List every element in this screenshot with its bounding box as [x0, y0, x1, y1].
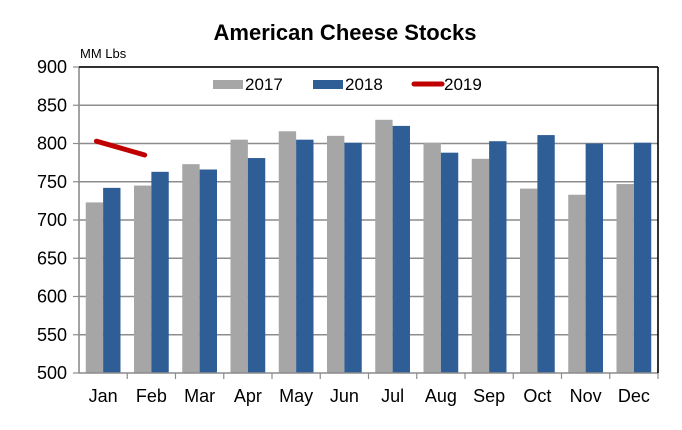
bar-2018-aug — [440, 152, 459, 373]
bar-2018-dec — [633, 142, 652, 373]
bar-2018-jan — [103, 187, 121, 373]
bar-2018-oct — [537, 135, 555, 373]
bar-2017-nov — [568, 194, 586, 373]
x-tick-label: Apr — [234, 386, 262, 406]
x-tick-label: May — [279, 386, 313, 406]
bar-2018-may — [296, 139, 314, 373]
y-tick-label: 900 — [37, 57, 67, 77]
x-tick-label: Mar — [184, 386, 215, 406]
x-tick-label: Jun — [330, 386, 359, 406]
bar-2017-dec — [616, 184, 634, 373]
bar-2018-jun — [344, 142, 362, 373]
y-tick-label: 800 — [37, 134, 67, 154]
x-tick-label: Sep — [473, 386, 505, 406]
y-tick-label: 850 — [37, 95, 67, 115]
y-tick-labels: 500 550 600 650 700 750 800 850 900 — [37, 57, 67, 383]
bar-2018-mar — [199, 169, 217, 373]
y-axis-label: MM Lbs — [80, 46, 127, 61]
legend-label-2019: 2019 — [444, 75, 482, 94]
legend: 2017 2018 2019 — [213, 75, 482, 94]
line-series — [93, 138, 148, 158]
x-tick-label: Oct — [523, 386, 551, 406]
bar-2017-may — [278, 131, 297, 373]
bar-2017-aug — [423, 142, 441, 373]
bar-2017-jun — [327, 135, 345, 373]
legend-swatch-2017 — [213, 80, 243, 89]
bar-2017-mar — [182, 164, 200, 373]
y-tick-label: 650 — [37, 248, 67, 268]
legend-label-2017: 2017 — [245, 75, 283, 94]
x-tick-label: Nov — [570, 386, 602, 406]
bar-2017-oct — [520, 188, 538, 373]
bar-2018-sep — [489, 141, 507, 373]
bars — [85, 119, 652, 373]
bar-2017-sep — [471, 158, 490, 373]
legend-label-2018: 2018 — [345, 75, 383, 94]
bar-2017-jan — [85, 202, 104, 373]
bar-2018-nov — [585, 143, 603, 373]
bar-2017-feb — [134, 185, 152, 373]
bar-2017-jul — [375, 119, 393, 373]
y-tick-label: 700 — [37, 210, 67, 230]
gridlines — [79, 66, 658, 336]
y-tick-label: 600 — [37, 287, 67, 307]
chart-title: American Cheese Stocks — [214, 20, 477, 45]
bar-2018-apr — [247, 158, 266, 373]
x-tick-labels: Jan Feb Mar Apr May Jun Jul Aug Sep Oct Nov Dec — [89, 386, 650, 406]
x-tick-label: Jul — [381, 386, 404, 406]
x-tick-label: Dec — [618, 386, 650, 406]
axes — [73, 66, 659, 379]
bar-2017-apr — [230, 139, 248, 373]
line-2019 — [93, 138, 148, 158]
bar-2018-jul — [392, 125, 410, 373]
x-tick-label: Aug — [425, 386, 457, 406]
legend-swatch-2018 — [313, 80, 343, 89]
x-tick-label: Jan — [89, 386, 118, 406]
x-tick-label: Feb — [136, 386, 167, 406]
y-tick-label: 550 — [37, 325, 67, 345]
bar-2018-feb — [151, 171, 169, 373]
y-tick-label: 500 — [37, 363, 67, 383]
y-tick-label: 750 — [37, 172, 67, 192]
